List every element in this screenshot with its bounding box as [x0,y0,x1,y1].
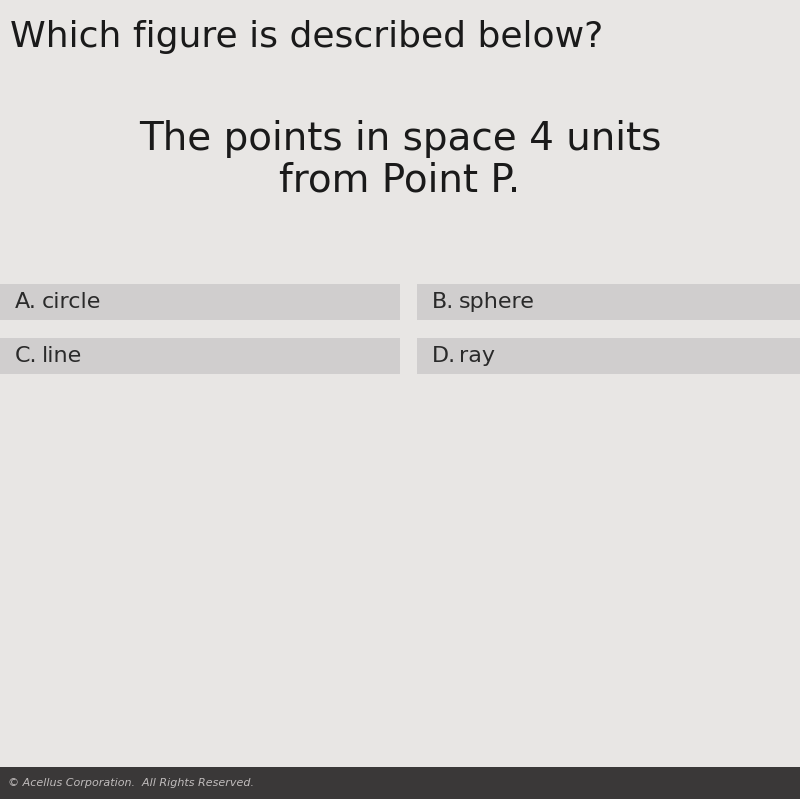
Text: circle: circle [42,292,102,312]
Bar [0,338,400,374]
Text: Which figure is described below?: Which figure is described below? [10,20,603,54]
Bar [417,284,800,320]
Text: ray: ray [459,346,495,366]
Text: D.: D. [432,346,456,366]
Text: The points in space 4 units: The points in space 4 units [139,120,661,158]
Text: line: line [42,346,82,366]
Bar [0,767,800,799]
Text: sphere: sphere [459,292,535,312]
Text: from Point P.: from Point P. [279,162,521,200]
Text: C.: C. [15,346,38,366]
Text: A.: A. [15,292,37,312]
Bar [0,284,400,320]
Text: B.: B. [432,292,454,312]
Bar [417,338,800,374]
Text: © Acellus Corporation.  All Rights Reserved.: © Acellus Corporation. All Rights Reserv… [8,778,254,788]
